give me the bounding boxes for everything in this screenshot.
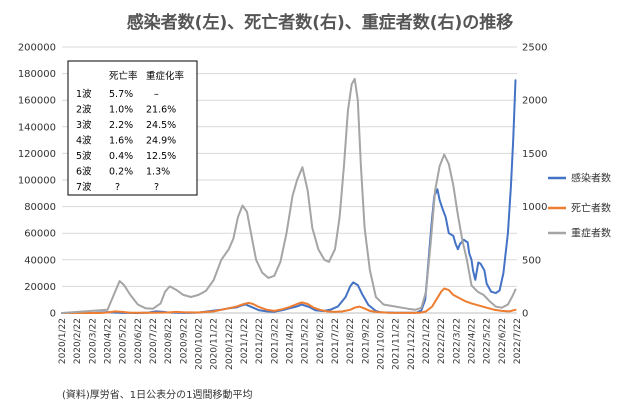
x-tick-label: 2021/11/22 <box>392 318 402 370</box>
x-tick-label: 2021/5/22 <box>301 318 311 364</box>
table-cell: 24.9% <box>146 136 176 147</box>
table-cell: 2.2% <box>109 120 133 131</box>
x-tick-label: 2020/12/22 <box>225 318 235 370</box>
table-cell: 5波 <box>76 150 92 162</box>
table-cell: 2波 <box>76 104 92 116</box>
left-tick-label: 140000 <box>18 122 56 133</box>
x-axis: 2020/1/22 2020/2/22 2020/3/22 2020/4/22 2020… <box>58 318 523 370</box>
right-tick-label: 2000 <box>522 96 547 107</box>
left-tick-label: 160000 <box>18 96 56 107</box>
x-tick-label: 2021/7/22 <box>331 318 341 364</box>
table-cell: ? <box>115 182 120 193</box>
x-tick-label: 2020/8/22 <box>164 318 174 364</box>
table-header: 重症化率 <box>146 70 185 82</box>
x-tick-label: 2021/6/22 <box>316 318 326 364</box>
left-tick-label: 0 <box>50 309 56 320</box>
left-tick-label: 80000 <box>24 202 56 213</box>
right-axis: 0 500 1000 1500 2000 2500 <box>522 43 547 320</box>
x-tick-label: 2022/6/22 <box>498 318 508 364</box>
x-tick-label: 2020/4/22 <box>104 318 114 364</box>
table-cell: 0.4% <box>109 151 133 162</box>
x-tick-label: 2021/12/22 <box>407 318 417 370</box>
x-tick-label: 2021/4/22 <box>286 318 296 364</box>
x-tick-label: 2022/5/22 <box>483 318 493 364</box>
left-tick-label: 120000 <box>18 149 56 160</box>
right-tick-label: 500 <box>522 255 541 266</box>
table-header: 死亡率 <box>109 70 138 82</box>
left-tick-label: 60000 <box>24 229 56 240</box>
x-tick-label: 2020/9/22 <box>179 318 189 364</box>
x-tick-label: 2022/7/22 <box>513 318 523 364</box>
x-tick-label: 2021/10/22 <box>377 318 387 370</box>
table-cell: ? <box>154 182 159 193</box>
x-tick-label: 2020/6/22 <box>134 318 144 364</box>
table-cell: 21.6% <box>146 105 176 116</box>
x-tick-label: 2022/4/22 <box>468 318 478 364</box>
x-tick-label: 2021/3/22 <box>270 318 280 364</box>
table-cell: 1.0% <box>109 105 133 116</box>
x-tick-label: 2022/2/22 <box>437 318 447 364</box>
x-tick-label: 2022/3/22 <box>452 318 462 364</box>
table-cell: 1.6% <box>109 136 133 147</box>
series-line <box>61 77 517 314</box>
x-tick-label: 2021/9/22 <box>361 318 371 364</box>
x-tick-label: 2020/3/22 <box>88 318 98 364</box>
table-cell: 4波 <box>76 135 92 147</box>
table-box <box>67 60 198 196</box>
chart-title: 感染者数(左)、死亡者数(右)、重症者数(右)の推移 <box>127 12 514 33</box>
x-tick-label: 2021/2/22 <box>255 318 265 364</box>
left-tick-label: 40000 <box>24 255 56 266</box>
table-cell: 3波 <box>76 119 92 131</box>
right-tick-label: 1500 <box>522 149 547 160</box>
table-cell: 6波 <box>76 166 92 178</box>
x-tick-label: 2021/1/22 <box>240 318 250 364</box>
x-tick-label: 2020/7/22 <box>149 318 159 364</box>
x-tick-label: 2020/10/22 <box>195 318 205 370</box>
left-tick-label: 180000 <box>18 69 56 80</box>
left-axis: 0 20000 40000 60000 80000 100000 120000 140000 1… <box>18 43 56 320</box>
table-cell: 0.2% <box>109 167 133 178</box>
source-note: (資料)厚労省、1日公表分の1週間移動平均 <box>62 388 253 401</box>
right-tick-label: 2500 <box>522 43 547 54</box>
table-cell: – <box>154 89 159 100</box>
x-tick-label: 2021/8/22 <box>346 318 356 364</box>
left-tick-label: 20000 <box>24 282 56 293</box>
table-cell: 1.3% <box>146 167 170 178</box>
x-tick-label: 2020/1/22 <box>58 318 68 364</box>
right-tick-label: 1000 <box>522 202 547 213</box>
right-tick-label: 0 <box>522 309 528 320</box>
left-tick-label: 100000 <box>18 176 56 187</box>
series-lines <box>61 77 517 314</box>
table-cell: 12.5% <box>146 151 176 162</box>
rate-table: 死亡率 重症化率 1波 5.7% – 2波 1.0% 21.6% 3波 2.2% 24.5% 4波 1.… <box>67 60 198 196</box>
table-cell: 7波 <box>76 181 92 193</box>
x-tick-label: 2022/1/22 <box>422 318 432 364</box>
table-cell: 24.5% <box>146 120 176 131</box>
table-cell: 1波 <box>76 88 92 100</box>
legend-label: 死亡者数 <box>571 202 611 215</box>
x-tick-label: 2020/2/22 <box>73 318 83 364</box>
legend-label: 感染者数 <box>571 172 611 185</box>
x-tick-label: 2020/5/22 <box>119 318 129 364</box>
x-tick-label: 2020/11/22 <box>210 318 220 370</box>
left-tick-label: 200000 <box>18 43 56 54</box>
table-cell: 5.7% <box>109 89 133 100</box>
series-line <box>61 287 517 314</box>
legend-label: 重症者数 <box>571 227 611 240</box>
